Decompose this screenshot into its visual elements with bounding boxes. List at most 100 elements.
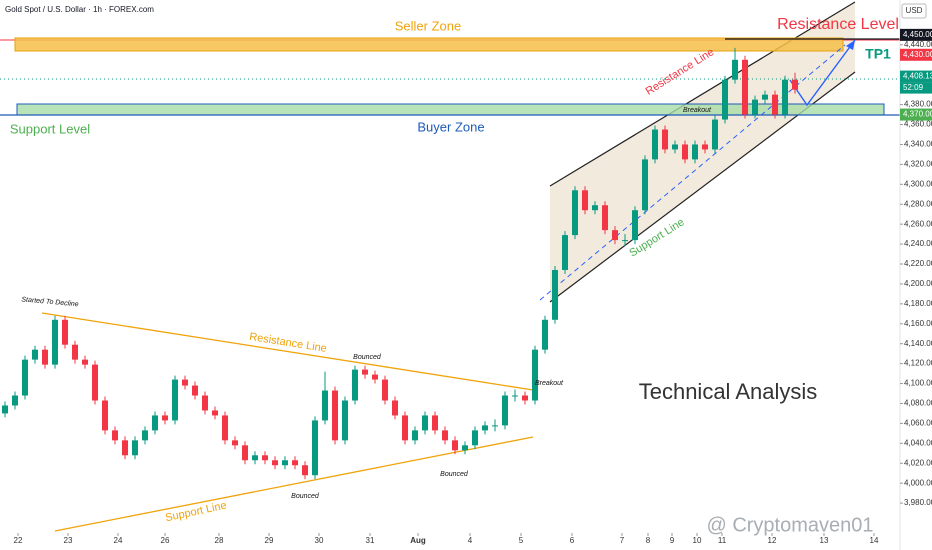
- y-tick-label: 4,260.00: [904, 219, 932, 228]
- y-tick-label: 4,320.00: [904, 159, 932, 168]
- x-tick-label: 6: [570, 536, 575, 545]
- price-tag: [900, 70, 932, 83]
- candle-body: [572, 190, 578, 236]
- candle-body: [262, 455, 268, 461]
- annotation: Breakout: [683, 107, 712, 114]
- candle-body: [502, 395, 508, 426]
- candle-body: [162, 415, 168, 421]
- y-tick-label: 4,160.00: [904, 319, 932, 328]
- channel-upper: [549, 1, 856, 187]
- candle-body: [352, 369, 358, 401]
- price-tag-label: 4,408.13: [903, 72, 932, 81]
- candles: [2, 47, 798, 480]
- arrow-head: [846, 40, 855, 50]
- x-tick-label: Aug: [410, 536, 426, 545]
- price-tag: [900, 28, 932, 41]
- candle-body: [332, 390, 338, 441]
- candle-body: [732, 59, 738, 80]
- candle-body: [772, 94, 778, 115]
- countdown: 52:09: [903, 83, 924, 92]
- candle-body: [472, 430, 478, 446]
- annotation: Started To Decline: [21, 296, 79, 308]
- y-tick-label: 4,360.00: [904, 120, 932, 129]
- candle-body: [442, 430, 448, 441]
- candle-body: [182, 379, 188, 386]
- candle-body: [762, 94, 768, 100]
- candle-body: [232, 440, 238, 446]
- x-tick-label: 4: [468, 536, 473, 545]
- seller-zone: [14, 37, 844, 52]
- y-tick-label: 4,240.00: [904, 239, 932, 248]
- candle-body: [62, 319, 68, 345]
- y-tick-label: 4,060.00: [904, 419, 932, 428]
- candle-body: [462, 445, 468, 451]
- candle-body: [132, 440, 138, 456]
- candle-body: [422, 415, 428, 431]
- candle-body: [652, 129, 658, 160]
- y-tick-label: 4,100.00: [904, 379, 932, 388]
- candle-body: [2, 405, 8, 414]
- y-tick-label: 4,220.00: [904, 259, 932, 268]
- candle-body: [212, 410, 218, 416]
- candle-body: [372, 374, 378, 380]
- annotation: Technical Analysis: [639, 379, 818, 404]
- candle-body: [792, 79, 798, 90]
- x-tick-label: 8: [646, 536, 651, 545]
- candle-body: [42, 349, 48, 365]
- candle-body: [752, 99, 758, 115]
- candle-body: [742, 59, 748, 115]
- x-tick-label: 12: [768, 536, 777, 545]
- candle-body: [662, 129, 668, 150]
- candle-body: [322, 390, 328, 421]
- candle-body: [252, 455, 258, 461]
- x-tick-label: 11: [718, 536, 727, 545]
- candle-body: [642, 159, 648, 211]
- candle-body: [202, 395, 208, 411]
- candle-body: [282, 460, 288, 466]
- x-tick-label: 7: [620, 536, 625, 545]
- candle-body: [222, 415, 228, 441]
- candle-body: [622, 240, 628, 242]
- candle-body: [72, 344, 78, 360]
- projection-line: [539, 44, 846, 301]
- x-tick-label: 10: [693, 536, 702, 545]
- candle-body: [542, 319, 548, 350]
- x-tick-label: 30: [315, 536, 324, 545]
- candle-body: [402, 415, 408, 441]
- candle-body: [672, 144, 678, 150]
- x-tick-label: 31: [366, 536, 375, 545]
- y-tick-label: 4,120.00: [904, 359, 932, 368]
- candle-body: [122, 440, 128, 456]
- x-tick-label: 28: [215, 536, 224, 545]
- price-tag: [900, 108, 932, 121]
- y-tick-label: 4,020.00: [904, 458, 932, 467]
- candle-body: [632, 210, 638, 241]
- price-tag-label: 4,450.00: [903, 30, 932, 39]
- candle-body: [292, 460, 298, 466]
- resistance-trendline: [41, 312, 534, 391]
- annotation: Buyer Zone: [417, 119, 484, 134]
- candle-body: [22, 359, 28, 396]
- y-tick-label: 3,980.00: [904, 498, 932, 507]
- x-tick-label: 5: [519, 536, 524, 545]
- candle-body: [582, 190, 588, 211]
- support-trendline: [54, 436, 534, 532]
- candle-body: [452, 440, 458, 451]
- candle-body: [312, 420, 318, 476]
- y-tick-label: 4,300.00: [904, 179, 932, 188]
- currency-box: [901, 3, 927, 19]
- x-tick-label: 23: [64, 536, 73, 545]
- y-tick-label: 4,040.00: [904, 438, 932, 447]
- annotation: Breakout: [535, 380, 564, 387]
- candle-body: [692, 144, 698, 160]
- candle-body: [552, 269, 558, 320]
- y-tick-label: 4,440.00: [904, 40, 932, 49]
- x-tick-label: 14: [870, 536, 879, 545]
- candle-body: [682, 144, 688, 160]
- watermark: @ Cryptomaven01: [706, 514, 873, 536]
- y-tick-label: 4,340.00: [904, 140, 932, 149]
- candle-body: [492, 425, 498, 427]
- candle-body: [392, 400, 398, 416]
- candle-body: [712, 119, 718, 150]
